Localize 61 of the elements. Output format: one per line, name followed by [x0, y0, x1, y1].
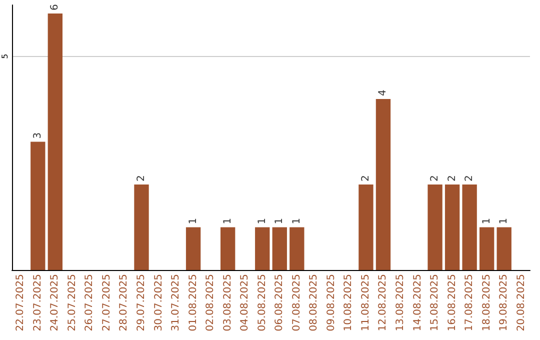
- bar: [30, 142, 46, 270]
- bar: [290, 227, 304, 270]
- x-tick-label: 14.08.2025: [412, 274, 424, 332]
- data-label: 2: [446, 175, 458, 182]
- x-tick-label: 30.07.2025: [153, 274, 164, 332]
- bar: [255, 227, 270, 270]
- x-tick-label: 25.07.2025: [66, 274, 78, 332]
- bar: [186, 227, 201, 270]
- x-tick-label: 13.08.2025: [395, 274, 406, 332]
- x-tick-label: 05.08.2025: [256, 274, 268, 332]
- x-tick-label: 08.08.2025: [308, 274, 320, 332]
- x-tick-label: 06.08.2025: [274, 274, 286, 332]
- data-label: 2: [136, 175, 147, 182]
- x-tick-label: 04.08.2025: [240, 274, 251, 332]
- data-label: 2: [464, 175, 476, 182]
- x-tick-label: 09.08.2025: [326, 274, 337, 332]
- bar: [479, 227, 494, 270]
- data-label: 1: [274, 218, 286, 224]
- x-tick-label: 07.08.2025: [291, 274, 302, 332]
- x-tick-label: 18.08.2025: [481, 274, 492, 332]
- data-label: 2: [360, 175, 372, 182]
- data-label: 6: [50, 4, 61, 11]
- x-tick-label: 27.07.2025: [101, 274, 112, 332]
- data-label: 3: [32, 132, 44, 139]
- x-tick-label: 29.07.2025: [136, 274, 147, 332]
- data-label: 1: [498, 218, 510, 224]
- data-label: 1: [222, 218, 234, 224]
- bar: [376, 99, 391, 270]
- bar: [428, 184, 442, 270]
- bar: [444, 184, 460, 270]
- x-tick-label: 10.08.2025: [343, 274, 354, 332]
- x-tick-label: 26.07.2025: [84, 274, 96, 332]
- x-tick-label: 15.08.2025: [430, 274, 441, 332]
- x-tick-label: 03.08.2025: [222, 274, 234, 332]
- y-tick-label: 5: [0, 54, 10, 59]
- x-tick-label: 23.07.2025: [32, 274, 44, 332]
- data-label: 1: [256, 218, 268, 224]
- data-label: 1: [291, 218, 302, 224]
- x-tick-label: 12.08.2025: [378, 274, 389, 332]
- x-tick-label: 22.07.2025: [15, 274, 26, 332]
- bar: [462, 184, 477, 270]
- bar: [48, 14, 63, 270]
- x-tick-label: 20.08.2025: [516, 274, 527, 332]
- x-tick-label: 24.07.2025: [50, 274, 61, 332]
- bar: [272, 227, 287, 270]
- x-tick-label: 02.08.2025: [205, 274, 216, 332]
- x-tick-label: 28.07.2025: [118, 274, 130, 332]
- bar: [220, 227, 236, 270]
- bar: [358, 184, 374, 270]
- x-tick-label: 31.07.2025: [170, 274, 182, 332]
- data-label: 1: [481, 218, 492, 224]
- bar: [496, 227, 512, 270]
- bar: [134, 184, 149, 270]
- x-tick-label: 01.08.2025: [188, 274, 199, 332]
- x-tick-label: 19.08.2025: [498, 274, 510, 332]
- x-tick-label: 17.08.2025: [464, 274, 476, 332]
- x-tick-label: 11.08.2025: [360, 274, 372, 332]
- data-label: 1: [188, 218, 199, 224]
- data-label: 2: [430, 175, 441, 182]
- x-tick-label: 16.08.2025: [446, 274, 458, 332]
- data-label: 4: [378, 90, 389, 96]
